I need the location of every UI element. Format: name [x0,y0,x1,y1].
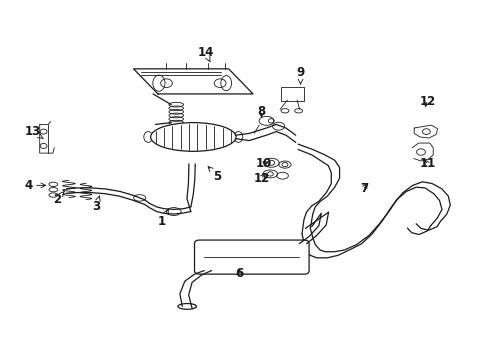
Ellipse shape [150,123,236,151]
Text: 9: 9 [296,66,304,84]
Text: 14: 14 [197,46,213,62]
Text: 3: 3 [92,196,100,213]
Text: 2: 2 [53,191,64,206]
Text: 4: 4 [24,179,45,192]
FancyBboxPatch shape [194,240,308,274]
Text: 8: 8 [257,105,265,118]
Text: 12: 12 [418,95,435,108]
Text: 11: 11 [418,157,435,170]
Text: 13: 13 [24,125,43,139]
Text: 6: 6 [235,267,243,280]
Text: 1: 1 [157,210,168,228]
Text: 10: 10 [255,157,272,170]
Text: 5: 5 [208,167,222,183]
Text: 12: 12 [253,172,269,185]
Text: 7: 7 [359,183,367,195]
